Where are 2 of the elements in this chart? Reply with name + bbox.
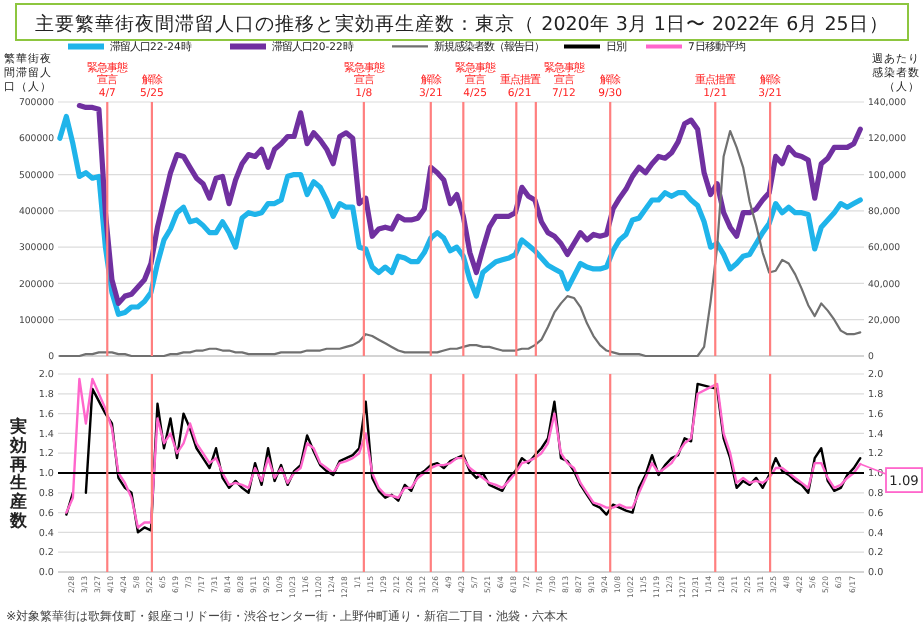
y-axis-title: 実効再生産数 xyxy=(8,416,28,530)
chart-title: 主要繁華街夜間滞留人口の推移と実効再生産数：東京（ 2020年 3月 1日〜 2022年 6月 25日） xyxy=(35,12,889,36)
